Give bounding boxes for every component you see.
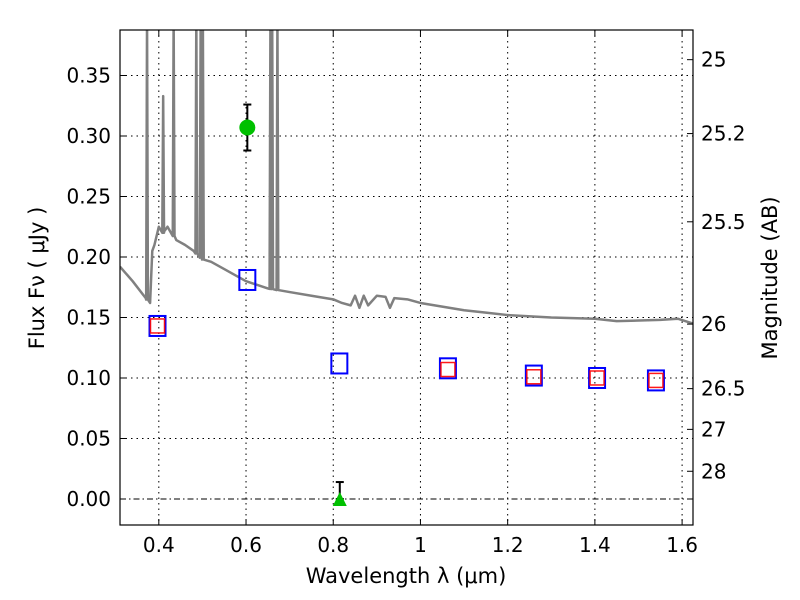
x-axis-label: Wavelength λ (μm) [306, 564, 507, 588]
mag-tick-label: 28 [701, 459, 726, 483]
y-tick-label: 0.20 [66, 245, 111, 269]
data-point-triangle [332, 491, 347, 506]
grid [120, 30, 693, 525]
model-point-square-alt [526, 369, 542, 385]
x-tick-label: 1 [414, 533, 427, 557]
x-tick-label: 0.4 [143, 533, 175, 557]
x-tick-label: 0.6 [230, 533, 262, 557]
plot-area [120, 30, 693, 506]
model-spectrum-line [120, 30, 693, 325]
x-tick-label: 1.6 [666, 533, 698, 557]
y-axis-label: Flux Fν ( μJy ) [25, 207, 49, 350]
mag-tick-label: 25.5 [701, 210, 746, 234]
x-tick-label: 1.2 [492, 533, 524, 557]
model-point-square [148, 314, 167, 337]
mag-tick-label: 26 [701, 312, 726, 336]
mag-tick-label: 25 [701, 48, 726, 72]
model-point-square [438, 357, 457, 380]
x-tick-label: 1.4 [579, 533, 611, 557]
y-tick-label: 0.15 [66, 305, 111, 329]
y-tick-label: 0.05 [66, 426, 111, 450]
data-point-circle [239, 119, 256, 136]
y-tick-label: 0.10 [66, 366, 111, 390]
mag-tick-label: 25.2 [701, 122, 746, 146]
model-point-square-alt [648, 372, 664, 389]
mag-tick-label: 26.5 [701, 377, 746, 401]
y-tick-label: 0.00 [66, 487, 111, 511]
y-tick-label: 0.25 [66, 184, 111, 208]
model-point-square [238, 268, 257, 291]
mag-tick-label: 27 [701, 417, 726, 441]
ticks: 0.4 0.6 0.8 1 1.2 1.4 1.6 0.00 0.05 0.10 0.15 0.20 0… [66, 30, 746, 557]
model-point-square [330, 352, 349, 375]
right-axis-label: Magnitude (AB) [758, 196, 782, 359]
model-point-square [524, 364, 543, 387]
y-tick-label: 0.35 [66, 63, 111, 87]
model-point-square [646, 369, 665, 392]
model-point-square [588, 366, 607, 389]
y-tick-label: 0.30 [66, 124, 111, 148]
model-point-square-alt [440, 361, 456, 378]
plot-frame [119, 29, 694, 526]
x-tick-label: 0.8 [317, 533, 349, 557]
model-point-square-alt [149, 318, 166, 334]
model-point-square-alt [589, 370, 605, 386]
